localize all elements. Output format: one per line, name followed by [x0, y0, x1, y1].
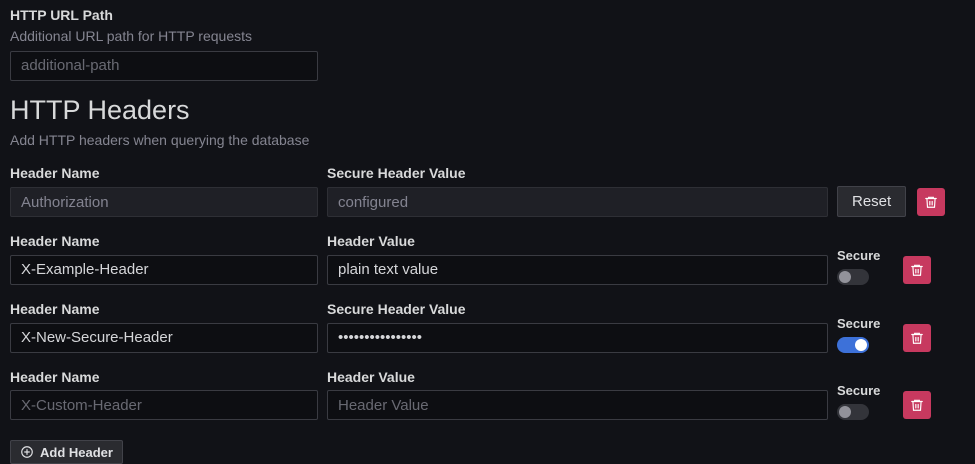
header-value-label: Header Value [327, 233, 415, 250]
secure-toggle[interactable] [837, 404, 869, 421]
header-value-input[interactable] [327, 254, 828, 285]
header-value-label: Header Value [327, 368, 415, 385]
header-row: Header Name Header Value Secure [10, 369, 965, 421]
header-name-label: Header Name [10, 233, 100, 250]
secure-toggle[interactable] [837, 268, 869, 285]
section-title: HTTP Headers [10, 94, 190, 125]
section-description: Add HTTP headers when querying the datab… [10, 132, 310, 149]
secure-label: Secure [837, 315, 881, 331]
secure-header-value-input [327, 187, 828, 218]
header-row: Header Name Secure Header Value Reset [10, 165, 965, 218]
url-path-label: HTTP URL Path [10, 7, 113, 23]
delete-header-button[interactable] [903, 391, 931, 420]
secure-header-value-input[interactable] [327, 322, 828, 353]
header-row: Header Name Secure Header Value Secure [10, 301, 965, 353]
header-row: Header Name Header Value Secure [10, 233, 965, 285]
header-name-label: Header Name [10, 165, 100, 182]
header-name-input[interactable] [10, 254, 318, 285]
add-header-label: Add Header [40, 444, 113, 460]
header-value-label: Secure Header Value [327, 300, 466, 317]
header-value-input[interactable] [327, 390, 828, 421]
toggle-knob [839, 406, 851, 419]
header-name-label: Header Name [10, 300, 100, 317]
secure-label: Secure [837, 247, 881, 263]
toggle-knob [855, 338, 867, 351]
add-header-button[interactable]: Add Header [10, 440, 123, 464]
header-name-input [10, 187, 318, 218]
url-path-input[interactable] [10, 50, 318, 81]
reset-button[interactable]: Reset [837, 186, 907, 218]
header-name-label: Header Name [10, 368, 100, 385]
header-name-input[interactable] [10, 322, 318, 353]
trash-icon [910, 398, 924, 412]
trash-icon [910, 331, 924, 345]
secure-toggle[interactable] [837, 336, 869, 353]
header-name-input[interactable] [10, 390, 318, 421]
toggle-knob [839, 270, 851, 283]
url-path-description: Additional URL path for HTTP requests [10, 27, 253, 44]
header-value-label: Secure Header Value [327, 165, 466, 182]
delete-header-button[interactable] [917, 188, 946, 217]
trash-icon [910, 263, 924, 277]
secure-label: Secure [837, 383, 881, 399]
delete-header-button[interactable] [903, 255, 931, 284]
delete-header-button[interactable] [903, 323, 931, 352]
plus-circle-icon [20, 445, 34, 459]
trash-icon [924, 195, 938, 209]
